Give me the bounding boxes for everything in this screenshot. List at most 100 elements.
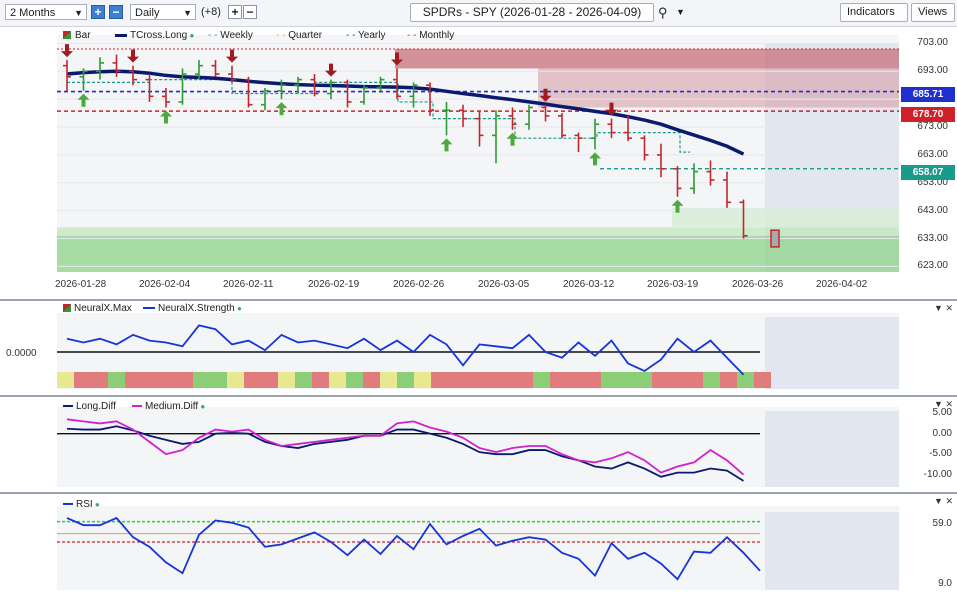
up-arrow-icon: [440, 138, 453, 152]
rsi-pane[interactable]: RSI ● 59.0 9.0 ▼ ✕: [0, 494, 957, 595]
legend-weekly: - - Weekly: [208, 30, 253, 41]
dash-icon: - -: [276, 30, 289, 41]
price-axis-label: 673.00: [917, 121, 948, 132]
date-axis-label: 2026-02-26: [393, 279, 445, 290]
pane-close-icons[interactable]: ▼ ✕: [934, 303, 953, 313]
pane-divider[interactable]: [0, 492, 957, 494]
price-chart[interactable]: [0, 27, 957, 299]
neuralx-max-cell: [193, 372, 210, 388]
up-arrow-icon: [160, 110, 172, 124]
settings-dot-icon[interactable]: ●: [92, 500, 100, 509]
offset-minus-button[interactable]: −: [243, 5, 257, 19]
chevron-down-icon[interactable]: ▼: [676, 7, 685, 17]
neuralx-max-cell: [448, 372, 465, 388]
price-pane[interactable]: Bar TCross.Long ● - - Weekly - - Quarter…: [0, 27, 957, 299]
rsi-chart[interactable]: [0, 494, 957, 595]
rsi-axis-label: 59.0: [932, 518, 952, 529]
resistance-zone-light: [538, 68, 899, 108]
settings-dot-icon[interactable]: ●: [234, 304, 242, 313]
legend-yearly-label: Yearly: [358, 30, 386, 41]
up-arrow-icon: [671, 199, 684, 213]
interval-select[interactable]: Daily ▼: [130, 4, 196, 20]
zoom-out-button[interactable]: −: [109, 5, 123, 19]
legend-medium-diff-label: Medium.Diff: [145, 401, 199, 412]
legend-long-diff: Long.Diff: [63, 401, 116, 412]
legend-tcross: TCross.Long ●: [115, 30, 194, 41]
date-axis-label: 2026-02-11: [223, 279, 274, 290]
legend-bar: Bar: [63, 30, 91, 41]
diff-pane[interactable]: Long.Diff Medium.Diff ● 5.00 0.00 -5.00 -10…: [0, 397, 957, 492]
indicators-button[interactable]: Indicators ▼: [840, 3, 908, 34]
neuralx-max-cell: [754, 372, 771, 388]
neuralx-max-cell: [176, 372, 193, 388]
current-bar: [770, 229, 780, 248]
offset-plus-button[interactable]: +: [228, 5, 242, 19]
legend-monthly: - - Monthly: [407, 30, 454, 41]
neuralx-max-cell: [720, 372, 737, 388]
future-region: [765, 512, 899, 590]
price-axis-label: 693.00: [917, 65, 948, 77]
line-icon: [63, 405, 73, 408]
date-axis-label: 2026-04-02: [816, 279, 868, 290]
neuralx-max-cell: [431, 372, 448, 388]
neuralx-max-cell: [465, 372, 482, 388]
range-value: 2 Months: [10, 7, 56, 19]
neuralx-max-cell: [380, 372, 397, 388]
neuralx-max-cell: [244, 372, 261, 388]
neuralx-chart[interactable]: [0, 301, 957, 395]
settings-dot-icon[interactable]: ●: [187, 31, 195, 40]
legend-quarter: - - Quarter: [276, 30, 322, 41]
neuralx-max-cell: [703, 372, 720, 388]
views-label: Views: [918, 6, 948, 18]
legend-rsi-label: RSI: [76, 499, 93, 510]
plus-icon: +: [94, 5, 102, 19]
line-icon: [143, 307, 155, 310]
pane-divider[interactable]: [0, 395, 957, 397]
neuralx-max-cell: [584, 372, 601, 388]
dash-icon: - -: [346, 30, 359, 41]
neuralx-max-cell: [295, 372, 312, 388]
tcross-long-line: [66, 69, 745, 156]
neuralx-max-cell: [499, 372, 516, 388]
neuralx-max-cell: [261, 372, 278, 388]
down-arrow-icon: [61, 44, 73, 58]
price-axis-label: 663.00: [917, 148, 948, 160]
date-axis-label: 2026-02-19: [308, 279, 360, 290]
indicators-label: Indicators: [847, 6, 895, 18]
dash-icon: - -: [208, 30, 221, 41]
diff-chart[interactable]: [0, 397, 957, 492]
resistance-zone: [395, 48, 899, 69]
date-axis-label: 2026-03-26: [732, 279, 784, 290]
chevron-down-icon: ▼: [74, 8, 83, 18]
medium-diff-line: [66, 418, 745, 476]
neuralx-max-cell: [227, 372, 244, 388]
legend-neuralx-strength-label: NeuralX.Strength: [158, 303, 235, 314]
future-region: [765, 411, 899, 487]
yearly-price-tag: 685.71: [901, 87, 955, 102]
weekly-price-tag: 658.07: [901, 165, 955, 180]
date-axis-label: 2026-03-19: [647, 279, 699, 290]
long-diff-line: [66, 425, 744, 482]
neuralx-max-cell: [363, 372, 380, 388]
neuralx-pane[interactable]: NeuralX.Max NeuralX.Strength ● 0.0000 ▼ …: [0, 301, 957, 395]
views-button[interactable]: Views ▼: [911, 3, 955, 34]
price-axis-label: 623.00: [917, 260, 948, 272]
toolbar: 2 Months ▼ + − Daily ▼ (+8) + − SPDRs - SP…: [0, 0, 957, 34]
interval-value: Daily: [135, 7, 160, 19]
neuralx-max-cell: [142, 372, 159, 388]
settings-dot-icon[interactable]: ●: [198, 402, 206, 411]
diff-axis-label: 5.00: [932, 407, 952, 419]
legend-weekly-label: Weekly: [220, 30, 253, 41]
pane-close-icons[interactable]: ▼ ✕: [934, 399, 953, 409]
price-axis-label: 703.00: [917, 37, 948, 49]
neuralx-max-cell: [210, 372, 227, 388]
range-select[interactable]: 2 Months ▼: [5, 4, 87, 20]
price-axis-label: 653.00: [917, 176, 948, 188]
pane-divider[interactable]: [0, 299, 957, 301]
symbol-title[interactable]: SPDRs - SPY (2026-01-28 - 2026-04-09): [410, 3, 654, 22]
neuralx-max-cell: [329, 372, 346, 388]
search-icon[interactable]: ⚲: [658, 5, 668, 20]
pane-close-icons[interactable]: ▼ ✕: [934, 496, 953, 506]
zoom-in-button[interactable]: +: [91, 5, 105, 19]
neuralx-max-cell: [312, 372, 329, 388]
